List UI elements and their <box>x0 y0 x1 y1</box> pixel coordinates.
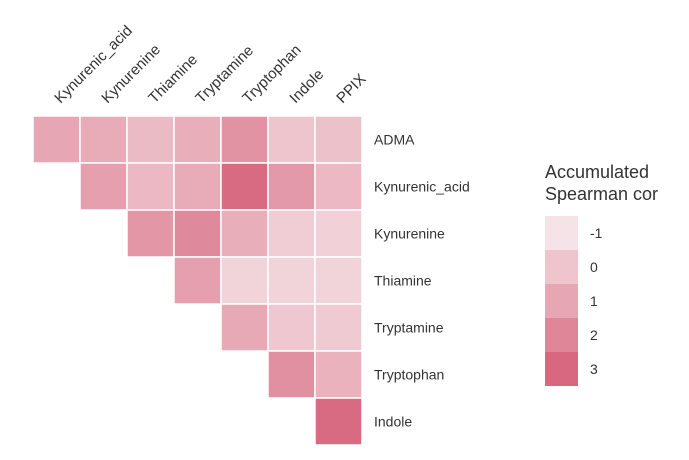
heatmap-cell-kynurenine-ppix <box>314 209 363 258</box>
heatmap-cell-kynurenine-indole <box>267 209 316 258</box>
heatmap-cell-kynurenic-acid-tryptophan <box>220 162 269 211</box>
column-label-ppix: PPIX <box>333 71 369 107</box>
heatmap-cell-adma-indole <box>267 115 316 164</box>
column-label-indole: Indole <box>286 66 327 107</box>
heatmap-cell-adma-kynurenic-acid <box>32 115 81 164</box>
legend-tick-label-1: 1 <box>590 293 598 309</box>
heatmap-cell-kynurenic-acid-thiamine <box>126 162 175 211</box>
heatmap-cells <box>32 115 363 446</box>
legend-title-line-1: Accumulated <box>545 162 649 182</box>
heatmap-cell-tryptophan-ppix <box>314 350 363 399</box>
heatmap-cell-thiamine-indole <box>267 256 316 305</box>
heatmap-cell-thiamine-tryptophan <box>220 256 269 305</box>
legend-swatch-3 <box>545 352 578 386</box>
heatmap-cell-adma-tryptophan <box>220 115 269 164</box>
heatmap-cell-adma-tryptamine <box>173 115 222 164</box>
row-label-tryptophan: Tryptophan <box>374 367 444 383</box>
heatmap-cell-kynurenine-thiamine <box>126 209 175 258</box>
heatmap-cell-thiamine-tryptamine <box>173 256 222 305</box>
row-label-tryptamine: Tryptamine <box>374 320 444 336</box>
heatmap-cell-kynurenine-tryptamine <box>173 209 222 258</box>
row-label-adma: ADMA <box>374 132 415 148</box>
heatmap-cell-kynurenic-acid-indole <box>267 162 316 211</box>
heatmap-cell-adma-ppix <box>314 115 363 164</box>
legend-swatch-0 <box>545 250 578 284</box>
heatmap-cell-adma-thiamine <box>126 115 175 164</box>
heatmap-cell-tryptamine-ppix <box>314 303 363 352</box>
heatmap-cell-thiamine-ppix <box>314 256 363 305</box>
heatmap-cell-kynurenine-tryptophan <box>220 209 269 258</box>
heatmap-cell-kynurenic-acid-kynurenine <box>79 162 128 211</box>
row-label-indole: Indole <box>374 414 412 430</box>
legend-tick-label-3: 3 <box>590 361 598 377</box>
legend-swatch-2 <box>545 318 578 352</box>
row-label-kynurenic-acid: Kynurenic_acid <box>374 179 470 195</box>
legend-tick-label--1: -1 <box>590 225 603 241</box>
column-label-kynurenic-acid: Kynurenic_acid <box>51 22 136 107</box>
legend-tick-label-0: 0 <box>590 259 598 275</box>
heatmap-cell-tryptamine-tryptophan <box>220 303 269 352</box>
heatmap-cell-tryptophan-indole <box>267 350 316 399</box>
heatmap-cell-adma-kynurenine <box>79 115 128 164</box>
legend-swatch--1 <box>545 216 578 250</box>
row-label-kynurenine: Kynurenine <box>374 226 445 242</box>
heatmap-cell-kynurenic-acid-tryptamine <box>173 162 222 211</box>
heatmap-cell-tryptamine-indole <box>267 303 316 352</box>
row-labels: ADMA Kynurenic_acid Kynurenine Thiamine Tryp… <box>374 132 470 430</box>
legend-title-line-2: Spearman cor <box>545 184 658 204</box>
legend-swatch-1 <box>545 284 578 318</box>
row-label-thiamine: Thiamine <box>374 273 432 289</box>
legend-tick-label-2: 2 <box>590 327 598 343</box>
column-labels: Kynurenic_acidKynurenineThiamineTryptami… <box>51 22 369 107</box>
heatmap-cell-kynurenic-acid-ppix <box>314 162 363 211</box>
heatmap-cell-indole-ppix <box>314 397 363 446</box>
